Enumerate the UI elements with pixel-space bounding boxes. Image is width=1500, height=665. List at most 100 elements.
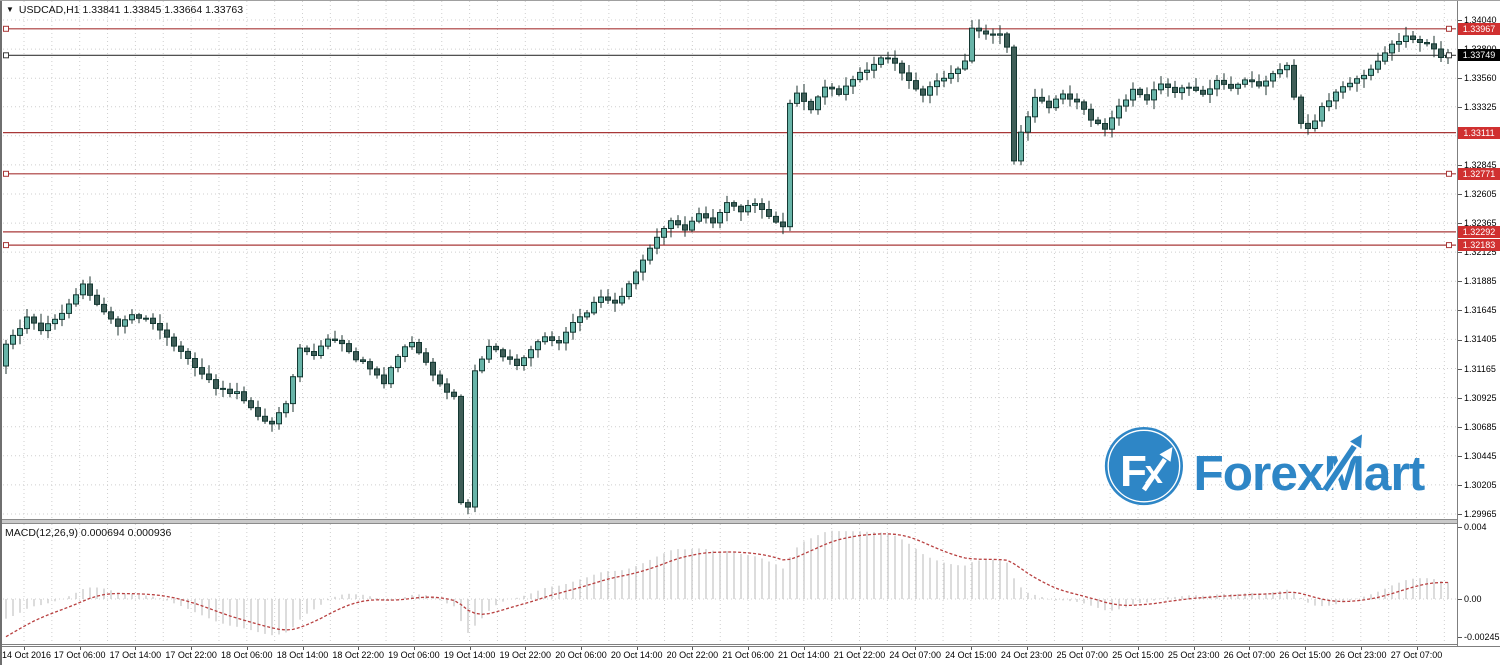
price-tick-label: 1.30445 (1458, 451, 1500, 461)
price-tick-label: 1.30925 (1458, 393, 1500, 403)
time-tick-label: 24 Oct 07:00 (889, 650, 941, 660)
hline-price-label: 1.32183 (1458, 239, 1500, 252)
time-tick-mark (1193, 647, 1195, 650)
hline-price-label: 1.32292 (1458, 225, 1500, 238)
time-tick-label: 17 Oct 22:00 (165, 650, 217, 660)
time-tick-mark (1249, 647, 1251, 650)
time-tick-label: 26 Oct 15:00 (1279, 650, 1331, 660)
time-tick-mark (246, 647, 248, 650)
time-tick-label: 19 Oct 06:00 (388, 650, 440, 660)
time-axis[interactable]: 14 Oct 2016 17 Oct 06:00 17 Oct 14:00 17 Oc… (0, 646, 1500, 665)
time-tick-mark (1138, 647, 1139, 650)
current-price-label: 1.33749 (1458, 49, 1500, 62)
time-tick-mark (970, 647, 972, 650)
time-tick-label: 25 Oct 07:00 (1056, 650, 1109, 660)
time-tick-label: 17 Oct 06:00 (53, 650, 106, 660)
time-tick-mark (1026, 647, 1028, 650)
hline-handle[interactable] (1446, 170, 1452, 177)
time-tick-mark (748, 647, 750, 650)
price-tick-label: 1.31405 (1458, 334, 1500, 344)
price-tick-label: 1.30205 (1458, 480, 1500, 490)
time-tick-mark (302, 647, 304, 650)
forexmart-logo: F x ForexMart (1102, 421, 1445, 518)
price-tick-label: 1.31885 (1458, 276, 1500, 286)
time-tick-label: 21 Oct 14:00 (778, 650, 830, 660)
price-tick-label: 1.32365 (1458, 218, 1500, 228)
hline-handle[interactable] (3, 25, 9, 32)
hline-handle[interactable] (1446, 52, 1452, 59)
time-tick-mark (1416, 647, 1418, 650)
time-tick-mark (803, 647, 805, 650)
time-tick-mark (859, 647, 861, 650)
price-tick-label: 1.32605 (1458, 189, 1500, 199)
time-tick-mark (581, 647, 582, 650)
macd-indicator-label: MACD(12,26,9) 0.000694 0.000936 (5, 527, 172, 539)
price-tick-label: 1.32845 (1458, 160, 1500, 170)
time-tick-mark (135, 647, 137, 650)
time-tick-mark (79, 647, 81, 650)
hline-handle[interactable] (1446, 242, 1452, 249)
time-tick-label: 25 Oct 15:00 (1112, 650, 1164, 660)
price-tick-label: 1.30685 (1458, 422, 1500, 432)
hline-handle[interactable] (3, 170, 9, 177)
time-tick-label: 19 Oct 22:00 (499, 650, 552, 660)
macd-tick-label: -0.002453 (1458, 632, 1500, 642)
time-tick-label: 24 Oct 23:00 (1000, 650, 1053, 660)
price-tick-label: 1.32125 (1458, 247, 1500, 257)
time-tick-label: 20 Oct 22:00 (666, 650, 719, 660)
time-tick-label: 18 Oct 22:00 (332, 650, 384, 660)
macd-tick-label: 0.004 (1458, 522, 1500, 532)
hline-handle[interactable] (1446, 25, 1452, 32)
macd-indicator-canvas[interactable] (0, 524, 1457, 646)
time-tick-mark (525, 647, 527, 650)
time-tick-mark (1360, 647, 1362, 650)
price-tick-label: 1.33560 (1458, 73, 1500, 83)
hline-price-label: 1.33111 (1458, 126, 1500, 139)
time-tick-label: 20 Oct 06:00 (555, 650, 607, 660)
time-tick-label: 18 Oct 14:00 (276, 650, 329, 660)
time-tick-mark (469, 647, 471, 650)
price-tick-label: 1.34040 (1458, 15, 1500, 25)
time-tick-label: 17 Oct 14:00 (109, 650, 162, 660)
time-tick-label: 19 Oct 14:00 (443, 650, 496, 660)
forexmart-wordmark: ForexMart (1193, 430, 1426, 501)
time-tick-label: 18 Oct 06:00 (221, 650, 273, 660)
price-tick-label: 1.31165 (1458, 364, 1500, 374)
time-tick-label: 20 Oct 14:00 (610, 650, 663, 660)
time-tick-mark (24, 647, 25, 650)
time-tick-label: 21 Oct 06:00 (722, 650, 774, 660)
time-tick-label: 14 Oct 2016 (2, 650, 52, 660)
price-tick-label: 1.29965 (1458, 509, 1500, 519)
time-tick-label: 26 Oct 07:00 (1223, 650, 1276, 660)
time-tick-label: 21 Oct 22:00 (833, 650, 886, 660)
hline-handle[interactable] (3, 52, 9, 59)
time-tick-mark (1082, 647, 1084, 650)
svg-text:ForexMart: ForexMart (1193, 446, 1424, 501)
time-tick-mark (1305, 647, 1307, 650)
panel-separator-handle[interactable] (0, 519, 1457, 524)
time-tick-mark (915, 647, 917, 650)
window-left-border (0, 1, 2, 665)
time-tick-label: 24 Oct 15:00 (945, 650, 997, 660)
time-tick-mark (191, 647, 193, 650)
hline-price-label: 1.32771 (1458, 167, 1500, 180)
hline-handle[interactable] (3, 242, 9, 249)
chevron-down-icon[interactable]: ▼ (6, 5, 14, 14)
hline-price-label: 1.33967 (1458, 22, 1500, 35)
macd-tick-label: 0.00 (1458, 594, 1500, 604)
time-tick-mark (358, 647, 360, 650)
fx-logo-icon: F x (1104, 426, 1183, 506)
price-axis[interactable]: 1.340401.338001.335601.333251.330851.328… (1457, 1, 1500, 646)
time-tick-mark (413, 647, 415, 650)
time-tick-mark (636, 647, 638, 650)
price-tick-label: 1.31645 (1458, 305, 1500, 315)
symbol-ohlc-info: ▼ USDCAD,H1 1.33841 1.33845 1.33664 1.337… (6, 4, 243, 16)
price-tick-label: 1.33325 (1458, 102, 1500, 112)
main-chart-canvas[interactable] (0, 1, 1457, 524)
time-tick-label: 27 Oct 07:00 (1390, 650, 1443, 660)
symbol-ohlc-text: USDCAD,H1 1.33841 1.33845 1.33664 1.3376… (18, 4, 244, 16)
time-tick-label: 26 Oct 23:00 (1335, 650, 1387, 660)
time-tick-label: 25 Oct 23:00 (1167, 650, 1220, 660)
time-tick-mark (692, 647, 694, 650)
